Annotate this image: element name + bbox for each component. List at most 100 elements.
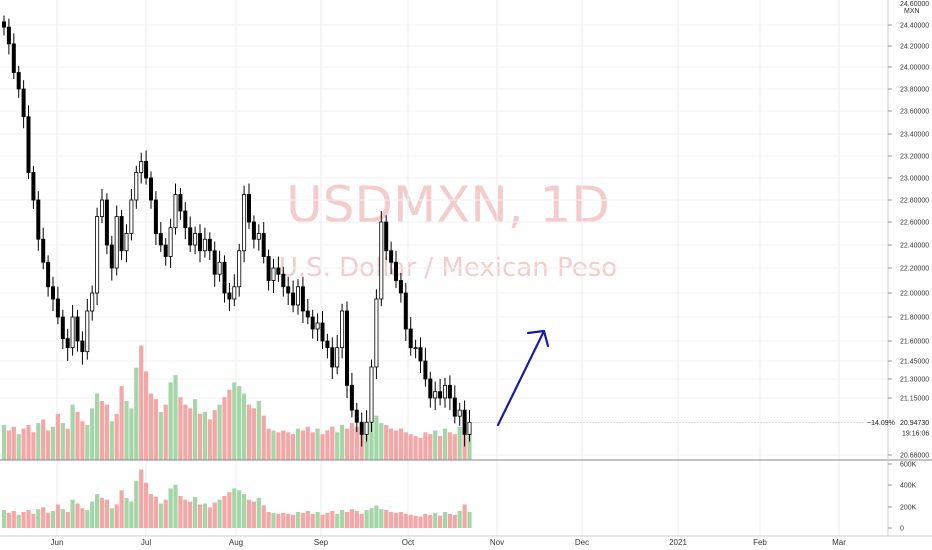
candle-body bbox=[462, 409, 467, 435]
candle-body bbox=[134, 172, 139, 201]
x-tick-label: Mar bbox=[832, 538, 846, 547]
countdown-label: 19:16:06 bbox=[902, 431, 929, 438]
candle-body bbox=[295, 286, 300, 306]
candle-body bbox=[300, 286, 305, 312]
price-tick-label: 23.40000 bbox=[900, 132, 929, 139]
change-label: −14.09% bbox=[867, 420, 895, 427]
volume-pane-bar bbox=[359, 513, 364, 528]
volume-pane-bar bbox=[335, 513, 340, 528]
candle-body bbox=[75, 316, 80, 342]
volume-pane-bar bbox=[452, 514, 457, 528]
x-tick-label: Jun bbox=[51, 538, 64, 547]
candle-body bbox=[21, 88, 26, 118]
drawn-arrow[interactable] bbox=[496, 329, 550, 427]
volume-bar bbox=[46, 430, 51, 460]
volume-bar bbox=[408, 434, 413, 460]
volume-bar bbox=[55, 413, 60, 460]
volume-bar bbox=[153, 399, 158, 460]
candle-body bbox=[222, 261, 227, 294]
volume-bar bbox=[384, 424, 389, 460]
volume-bar bbox=[389, 428, 394, 460]
candle-body bbox=[467, 421, 472, 435]
price-tick-label: 21.15000 bbox=[900, 396, 929, 403]
volume-bar bbox=[148, 393, 154, 460]
candle-body bbox=[6, 26, 11, 45]
volume-pane-bar bbox=[163, 499, 168, 528]
volume-bar bbox=[163, 404, 168, 460]
volume-pane-bar bbox=[148, 494, 154, 528]
candle-body bbox=[227, 292, 232, 300]
volume-pane-bar bbox=[109, 508, 114, 528]
volume-bar bbox=[413, 436, 418, 460]
volume-bar bbox=[80, 421, 85, 460]
candle-body bbox=[374, 298, 379, 368]
volume-bar bbox=[119, 386, 124, 460]
candle-body bbox=[242, 194, 247, 252]
volume-pane-bar bbox=[237, 490, 242, 528]
candle-body bbox=[129, 199, 134, 234]
price-tick-label: 22.40000 bbox=[900, 243, 929, 250]
candle-body bbox=[104, 199, 109, 246]
volume-bar bbox=[261, 415, 266, 460]
candle-body bbox=[237, 250, 242, 288]
volume-tick-label: 200K bbox=[900, 505, 917, 512]
candle-body bbox=[60, 316, 65, 340]
volume-bar bbox=[364, 424, 369, 460]
candle-body bbox=[41, 238, 46, 263]
price-tick-label: 20.68000 bbox=[900, 453, 929, 460]
candle-body bbox=[178, 194, 183, 212]
volume-pane-bar bbox=[46, 512, 51, 528]
candle-body bbox=[144, 161, 149, 179]
volume-pane-bar bbox=[413, 515, 418, 528]
volume-bar bbox=[36, 423, 41, 460]
symbol-watermark: USDMXN, 1D U.S. Dollar / Mexican Peso bbox=[279, 176, 617, 283]
candle-body bbox=[354, 409, 359, 423]
price-tick-label: 23.20000 bbox=[900, 154, 929, 161]
candle-body bbox=[207, 238, 212, 252]
volume-pane-bar bbox=[217, 499, 222, 528]
volume-pane-bar bbox=[457, 511, 462, 528]
volume-pane-bar bbox=[85, 510, 90, 528]
volume-pane-bar bbox=[374, 505, 379, 528]
volume-pane-bar bbox=[423, 513, 428, 528]
volume-bar bbox=[447, 432, 452, 460]
candle-body bbox=[16, 72, 21, 90]
candle-body bbox=[266, 256, 271, 281]
candle-body bbox=[202, 238, 207, 252]
volume-pane-bar bbox=[119, 490, 124, 528]
volume-bar bbox=[452, 434, 457, 460]
candle-body bbox=[153, 199, 158, 234]
volume-bar bbox=[124, 400, 129, 460]
volume-pane-bar bbox=[1, 510, 7, 528]
volume-pane-bar bbox=[75, 503, 80, 528]
volume-bar bbox=[144, 371, 149, 460]
volume-pane-bar bbox=[369, 508, 374, 528]
volume-pane-bar bbox=[227, 492, 232, 528]
last-price-label: 20.94730 bbox=[900, 420, 929, 427]
volume-pane-bar bbox=[305, 511, 310, 528]
volume-pane-bar bbox=[379, 509, 384, 528]
volume-pane-bar bbox=[158, 503, 163, 528]
arrow-shaft bbox=[496, 329, 546, 427]
volume-bar bbox=[271, 430, 276, 460]
price-tick-label: 23.00000 bbox=[900, 176, 929, 183]
volume-pane-bar bbox=[114, 504, 119, 528]
volume-bar bbox=[433, 430, 438, 460]
volume-pane-bar bbox=[393, 512, 399, 528]
x-tick-label: Nov bbox=[490, 538, 504, 547]
price-tick-label: 23.60000 bbox=[900, 109, 929, 116]
candle-body bbox=[286, 286, 291, 294]
volume-pane-bar bbox=[364, 510, 369, 528]
volume-pane-bar bbox=[129, 501, 134, 528]
volume-pane-bar bbox=[462, 504, 467, 528]
candle-body bbox=[438, 391, 443, 399]
candle-body bbox=[173, 194, 178, 229]
volume-bar bbox=[85, 424, 90, 460]
volume-pane-bar bbox=[193, 496, 198, 528]
candle-body bbox=[447, 384, 452, 399]
candle-body bbox=[335, 347, 340, 368]
volume-bar bbox=[16, 434, 21, 460]
volume-pane-bar bbox=[266, 511, 271, 528]
candle-body bbox=[369, 366, 374, 423]
